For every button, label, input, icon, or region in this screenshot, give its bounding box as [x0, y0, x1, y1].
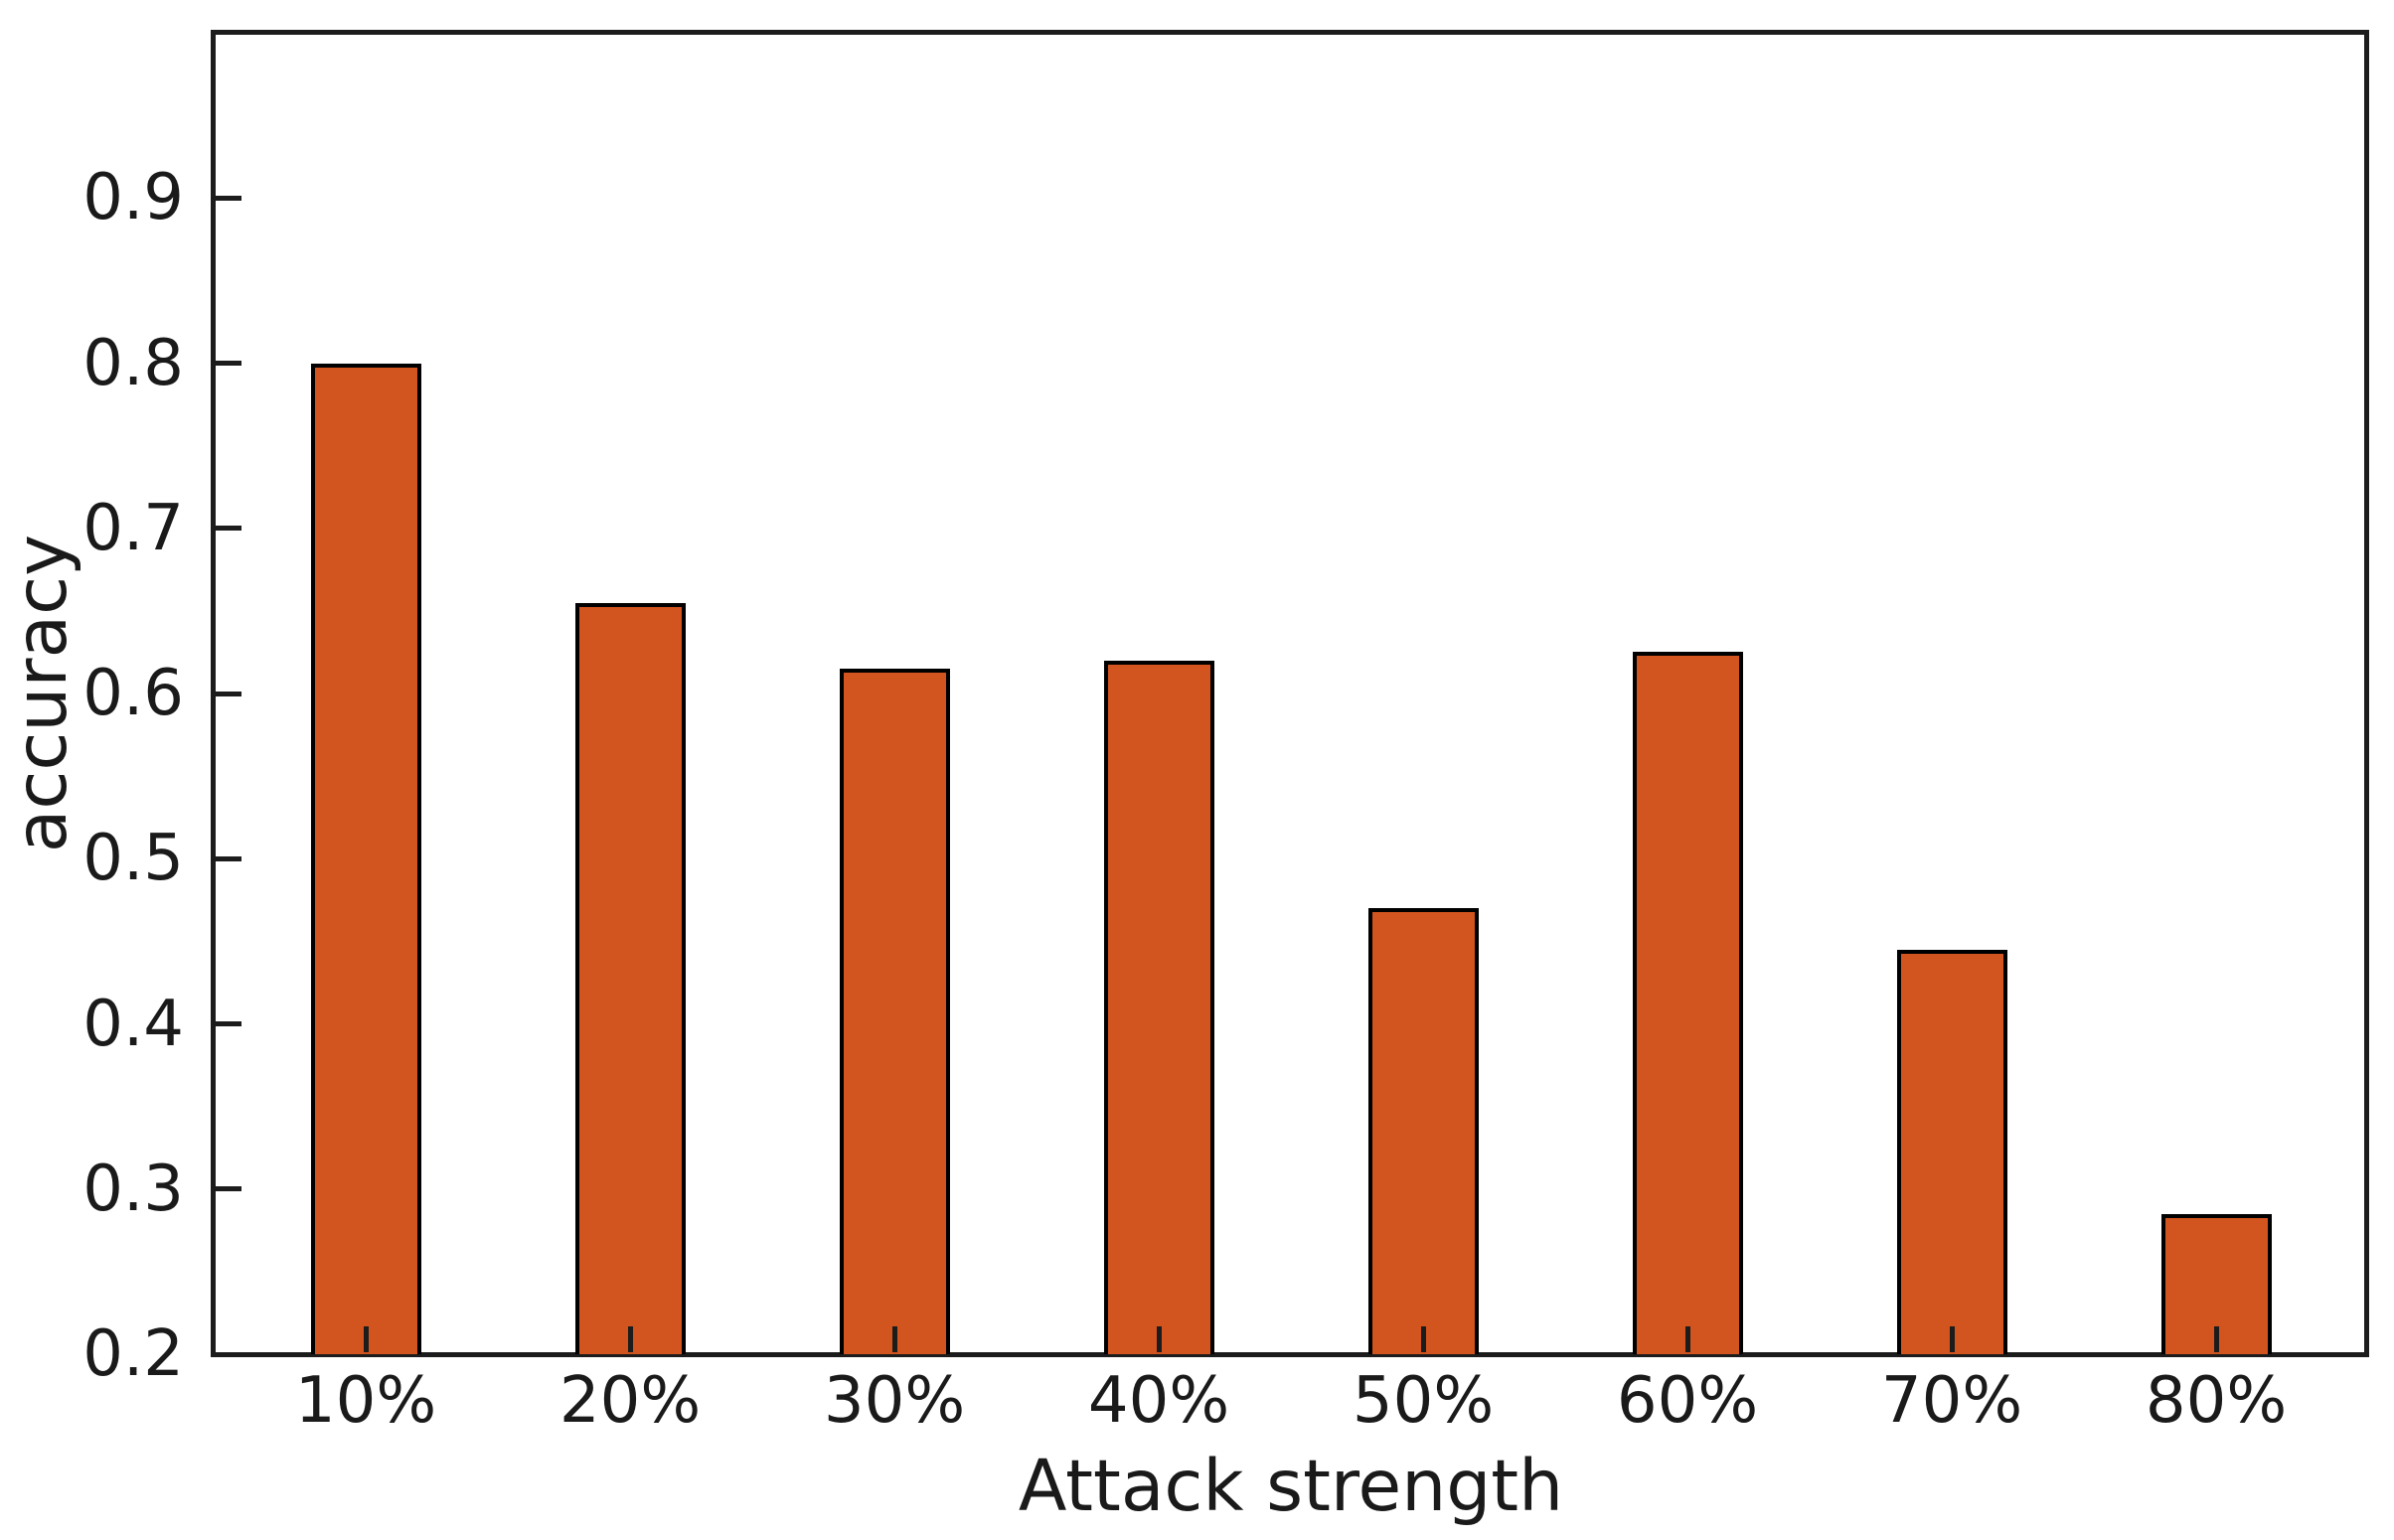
x-tick-mark: [1949, 1326, 1955, 1352]
x-tick-label: 70%: [1880, 1364, 2023, 1438]
x-tick-mark: [1420, 1326, 1426, 1352]
x-tick-mark: [2213, 1326, 2219, 1352]
y-tick-mark: [216, 195, 241, 201]
y-tick-mark: [216, 1351, 241, 1357]
x-tick-mark: [1684, 1326, 1690, 1352]
y-tick-mark: [216, 1021, 241, 1026]
x-tick-mark: [1156, 1326, 1162, 1352]
x-tick-label: 60%: [1616, 1364, 1759, 1438]
x-tick-label: 20%: [559, 1364, 702, 1438]
y-tick-mark: [216, 1186, 241, 1192]
y-tick-label: 0.5: [82, 822, 184, 896]
bar: [1632, 652, 1743, 1354]
y-tick-label: 0.2: [82, 1317, 184, 1391]
x-tick-mark: [891, 1326, 897, 1352]
y-tick-mark: [216, 526, 241, 532]
y-tick-mark: [216, 691, 241, 696]
bar: [574, 602, 686, 1354]
x-tick-mark: [363, 1326, 369, 1352]
y-tick-label: 0.4: [82, 987, 184, 1061]
y-tick-label: 0.7: [82, 491, 184, 565]
bar: [310, 363, 421, 1354]
y-tick-label: 0.6: [82, 657, 184, 730]
bar: [839, 669, 950, 1354]
bar: [1367, 908, 1479, 1354]
y-axis-label: accuracy: [0, 534, 82, 853]
bar: [1896, 949, 2007, 1354]
bar: [1103, 660, 1214, 1354]
y-tick-label: 0.9: [82, 161, 184, 235]
x-tick-label: 10%: [294, 1364, 437, 1438]
y-tick-label: 0.8: [82, 326, 184, 400]
x-tick-label: 30%: [823, 1364, 966, 1438]
x-tick-label: 50%: [1352, 1364, 1495, 1438]
x-tick-label: 40%: [1087, 1364, 1230, 1438]
x-tick-label: 80%: [2145, 1364, 2288, 1438]
plot-area: [211, 30, 2369, 1357]
y-tick-label: 0.3: [82, 1152, 184, 1226]
y-tick-mark: [216, 855, 241, 861]
x-axis-label: Attack strength: [1018, 1445, 1564, 1527]
x-tick-mark: [627, 1326, 633, 1352]
y-tick-mark: [216, 361, 241, 366]
